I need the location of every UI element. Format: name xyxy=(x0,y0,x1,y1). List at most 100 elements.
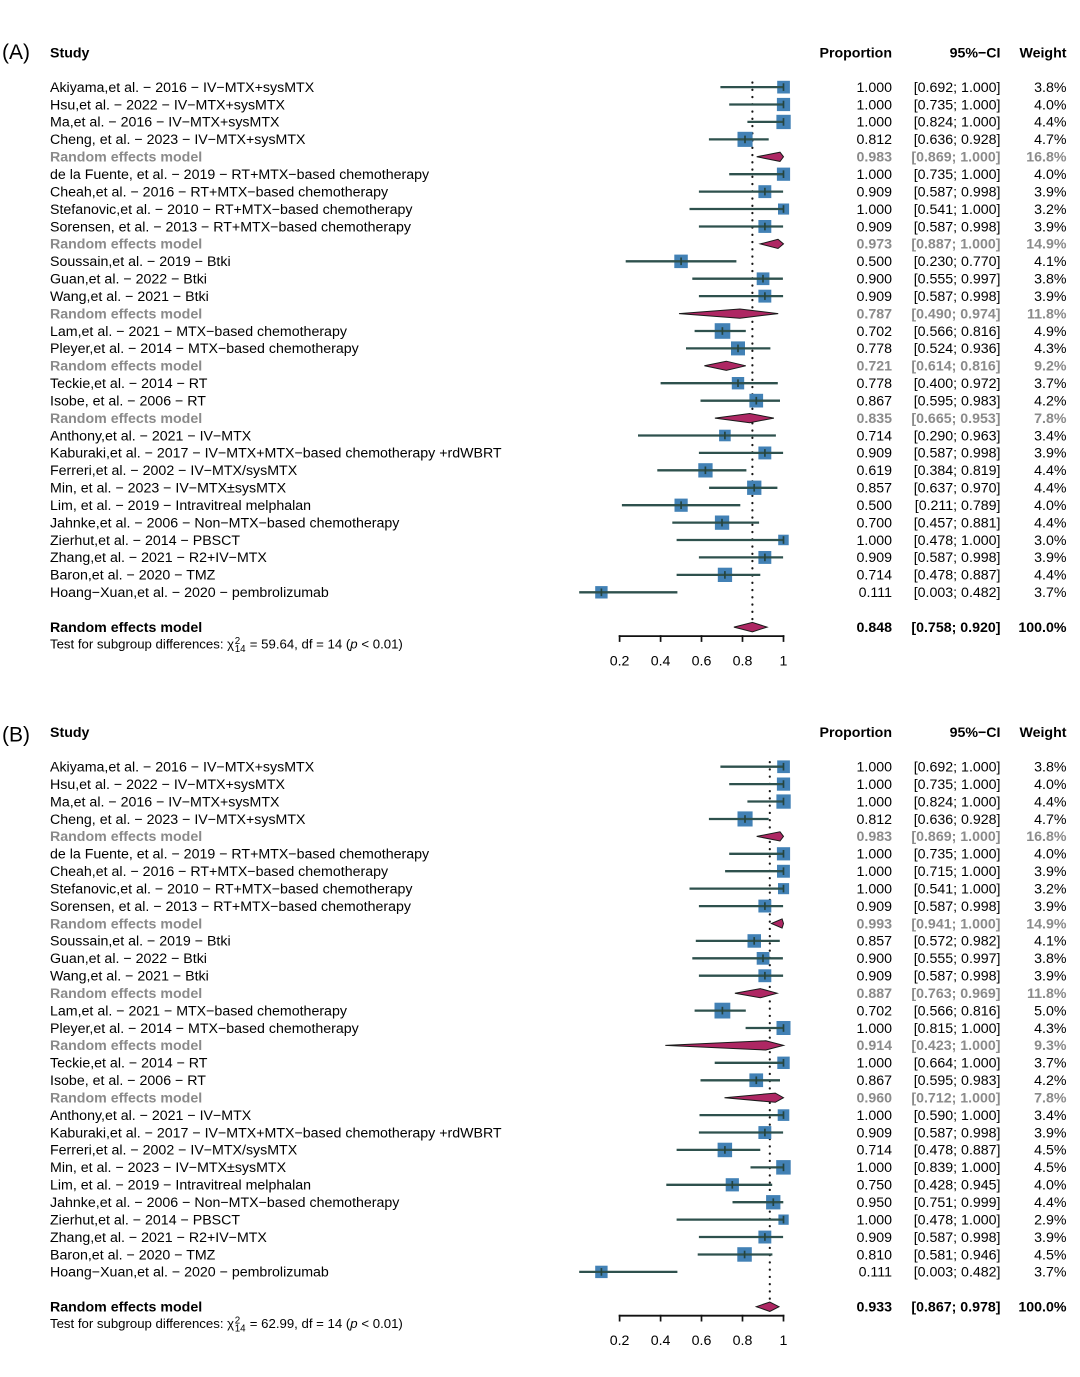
svg-text:7.8%: 7.8% xyxy=(1034,1091,1067,1107)
svg-text:4.9%: 4.9% xyxy=(1034,324,1067,340)
svg-text:3.7%: 3.7% xyxy=(1034,1056,1067,1072)
svg-text:Soussain,et al. − 2019 − Btki: Soussain,et al. − 2019 − Btki xyxy=(50,254,231,270)
svg-text:Isobe, et al. − 2006 − RT: Isobe, et al. − 2006 − RT xyxy=(50,1073,206,1089)
svg-text:Ma,et al. − 2016 − IV−MTX+sysM: Ma,et al. − 2016 − IV−MTX+sysMTX xyxy=(50,794,280,810)
svg-text:0.4: 0.4 xyxy=(651,653,671,669)
svg-text:4.7%: 4.7% xyxy=(1034,132,1067,148)
svg-text:0.909: 0.909 xyxy=(856,184,892,200)
svg-text:Test for subgroup differences:: Test for subgroup differences: χ xyxy=(50,1316,234,1331)
svg-text:[0.384; 0.819]: [0.384; 0.819] xyxy=(914,463,1001,479)
svg-text:0.721: 0.721 xyxy=(856,359,892,375)
svg-text:1.000: 1.000 xyxy=(856,167,892,183)
svg-text:[0.867; 0.978]: [0.867; 0.978] xyxy=(911,1300,1000,1316)
svg-text:= 62.99, df = 14 (: = 62.99, df = 14 ( xyxy=(250,1316,351,1331)
svg-text:[0.423; 1.000]: [0.423; 1.000] xyxy=(911,1038,1000,1054)
svg-text:0.993: 0.993 xyxy=(856,916,892,932)
svg-text:[0.555; 0.997]: [0.555; 0.997] xyxy=(914,272,1001,288)
svg-text:0.6: 0.6 xyxy=(692,653,712,669)
svg-text:Kaburaki,et al. − 2017 − IV−MT: Kaburaki,et al. − 2017 − IV−MTX+MTX−base… xyxy=(50,1125,502,1141)
svg-text:Akiyama,et al. − 2016 − IV−MTX: Akiyama,et al. − 2016 − IV−MTX+sysMTX xyxy=(50,80,315,96)
svg-text:[0.751; 0.999]: [0.751; 0.999] xyxy=(914,1195,1001,1211)
svg-text:Random effects model: Random effects model xyxy=(50,150,202,166)
svg-text:1.000: 1.000 xyxy=(856,202,892,218)
svg-text:Test for subgroup differences:: Test for subgroup differences: χ xyxy=(50,636,234,651)
svg-text:0.973: 0.973 xyxy=(856,237,892,253)
svg-text:Random effects model: Random effects model xyxy=(50,986,202,1002)
svg-text:0.900: 0.900 xyxy=(856,951,892,967)
svg-text:0.848: 0.848 xyxy=(856,620,892,636)
svg-text:100.0%: 100.0% xyxy=(1018,620,1067,636)
svg-text:0.714: 0.714 xyxy=(856,1143,892,1159)
svg-text:[0.478; 0.887]: [0.478; 0.887] xyxy=(914,568,1001,584)
svg-text:0.887: 0.887 xyxy=(856,986,892,1002)
svg-text:[0.524; 0.936]: [0.524; 0.936] xyxy=(914,341,1001,357)
svg-text:4.4%: 4.4% xyxy=(1034,115,1067,131)
svg-text:4.4%: 4.4% xyxy=(1034,463,1067,479)
svg-text:Weight: Weight xyxy=(1019,725,1066,741)
svg-text:Random effects model: Random effects model xyxy=(50,1038,202,1054)
svg-text:3.9%: 3.9% xyxy=(1034,864,1067,880)
svg-text:de la Fuente, et al. − 2019 −: de la Fuente, et al. − 2019 − RT+MTX−bas… xyxy=(50,847,430,863)
svg-text:4.1%: 4.1% xyxy=(1034,934,1067,950)
svg-text:[0.595; 0.983]: [0.595; 0.983] xyxy=(914,1073,1001,1089)
svg-text:3.0%: 3.0% xyxy=(1034,533,1067,549)
svg-text:[0.230; 0.770]: [0.230; 0.770] xyxy=(914,254,1001,270)
svg-text:3.9%: 3.9% xyxy=(1034,1125,1067,1141)
svg-text:Akiyama,et al. − 2016 − IV−MTX: Akiyama,et al. − 2016 − IV−MTX+sysMTX xyxy=(50,760,315,776)
svg-text:[0.839; 1.000]: [0.839; 1.000] xyxy=(914,1160,1001,1176)
svg-text:0.857: 0.857 xyxy=(856,481,892,497)
svg-text:Weight: Weight xyxy=(1019,45,1066,61)
svg-text:Baron,et al. − 2020 − TMZ: Baron,et al. − 2020 − TMZ xyxy=(50,568,216,584)
svg-text:Study: Study xyxy=(50,45,90,61)
svg-text:14: 14 xyxy=(235,1324,246,1335)
svg-text:1.000: 1.000 xyxy=(856,1212,892,1228)
svg-text:3.8%: 3.8% xyxy=(1034,760,1067,776)
svg-text:0.8: 0.8 xyxy=(733,1333,753,1349)
svg-text:3.2%: 3.2% xyxy=(1034,202,1067,218)
svg-text:0.983: 0.983 xyxy=(856,829,892,845)
svg-text:1.000: 1.000 xyxy=(856,533,892,549)
svg-text:Random effects model: Random effects model xyxy=(50,1300,202,1316)
svg-text:0.111: 0.111 xyxy=(859,1265,893,1281)
svg-text:4.7%: 4.7% xyxy=(1034,812,1067,828)
svg-text:3.9%: 3.9% xyxy=(1034,219,1067,235)
svg-text:[0.478; 1.000]: [0.478; 1.000] xyxy=(914,1212,1001,1228)
svg-text:Random effects model: Random effects model xyxy=(50,916,202,932)
svg-text:Lim, et al. − 2019 − Intravitr: Lim, et al. − 2019 − Intravitreal melpha… xyxy=(50,1178,311,1194)
svg-text:(A): (A) xyxy=(2,41,30,64)
svg-text:11.8%: 11.8% xyxy=(1027,986,1067,1002)
svg-text:0.778: 0.778 xyxy=(856,376,892,392)
svg-text:0.867: 0.867 xyxy=(856,394,892,410)
svg-text:0.787: 0.787 xyxy=(856,306,892,322)
svg-text:Hsu,et al. − 2022 − IV−MTX+sys: Hsu,et al. − 2022 − IV−MTX+sysMTX xyxy=(50,777,286,793)
svg-text:[0.869; 1.000]: [0.869; 1.000] xyxy=(911,150,1000,166)
svg-text:14.9%: 14.9% xyxy=(1026,237,1067,253)
svg-text:Zierhut,et al. − 2014 − PBSCT: Zierhut,et al. − 2014 − PBSCT xyxy=(50,533,240,549)
svg-text:95%−CI: 95%−CI xyxy=(950,45,1001,61)
svg-text:0.6: 0.6 xyxy=(692,1333,712,1349)
svg-text:0.714: 0.714 xyxy=(856,568,892,584)
svg-text:[0.614; 0.816]: [0.614; 0.816] xyxy=(911,359,1000,375)
svg-text:Wang,et al. − 2021 − Btki: Wang,et al. − 2021 − Btki xyxy=(50,969,209,985)
svg-text:[0.566; 0.816]: [0.566; 0.816] xyxy=(914,324,1001,340)
svg-text:[0.587; 0.998]: [0.587; 0.998] xyxy=(914,184,1001,200)
svg-text:Jahnke,et al. − 2006 − Non−MTX: Jahnke,et al. − 2006 − Non−MTX−based che… xyxy=(50,1195,400,1211)
svg-text:4.0%: 4.0% xyxy=(1034,847,1067,863)
svg-text:[0.541; 1.000]: [0.541; 1.000] xyxy=(914,202,1001,218)
svg-text:16.8%: 16.8% xyxy=(1026,829,1067,845)
svg-text:Min, et al. − 2023 − IV−MTX±sy: Min, et al. − 2023 − IV−MTX±sysMTX xyxy=(50,1160,287,1176)
svg-text:Lim, et al. − 2019 − Intravitr: Lim, et al. − 2019 − Intravitreal melpha… xyxy=(50,498,311,514)
svg-text:[0.824; 1.000]: [0.824; 1.000] xyxy=(914,794,1001,810)
svg-text:Random effects model: Random effects model xyxy=(50,829,202,845)
svg-text:4.4%: 4.4% xyxy=(1034,794,1067,810)
svg-text:Lam,et al. − 2021 − MTX−based: Lam,et al. − 2021 − MTX−based chemothera… xyxy=(50,1003,348,1019)
svg-text:14: 14 xyxy=(235,644,246,655)
svg-text:1.000: 1.000 xyxy=(856,794,892,810)
svg-text:3.7%: 3.7% xyxy=(1034,376,1067,392)
svg-text:[0.636; 0.928]: [0.636; 0.928] xyxy=(914,812,1001,828)
svg-text:16.8%: 16.8% xyxy=(1026,150,1067,166)
svg-text:p: p xyxy=(349,1316,357,1331)
svg-text:Pleyer,et al. − 2014 − MTX−bas: Pleyer,et al. − 2014 − MTX−based chemoth… xyxy=(50,1021,360,1037)
svg-text:[0.003; 0.482]: [0.003; 0.482] xyxy=(914,585,1001,601)
svg-text:4.2%: 4.2% xyxy=(1034,1073,1067,1089)
